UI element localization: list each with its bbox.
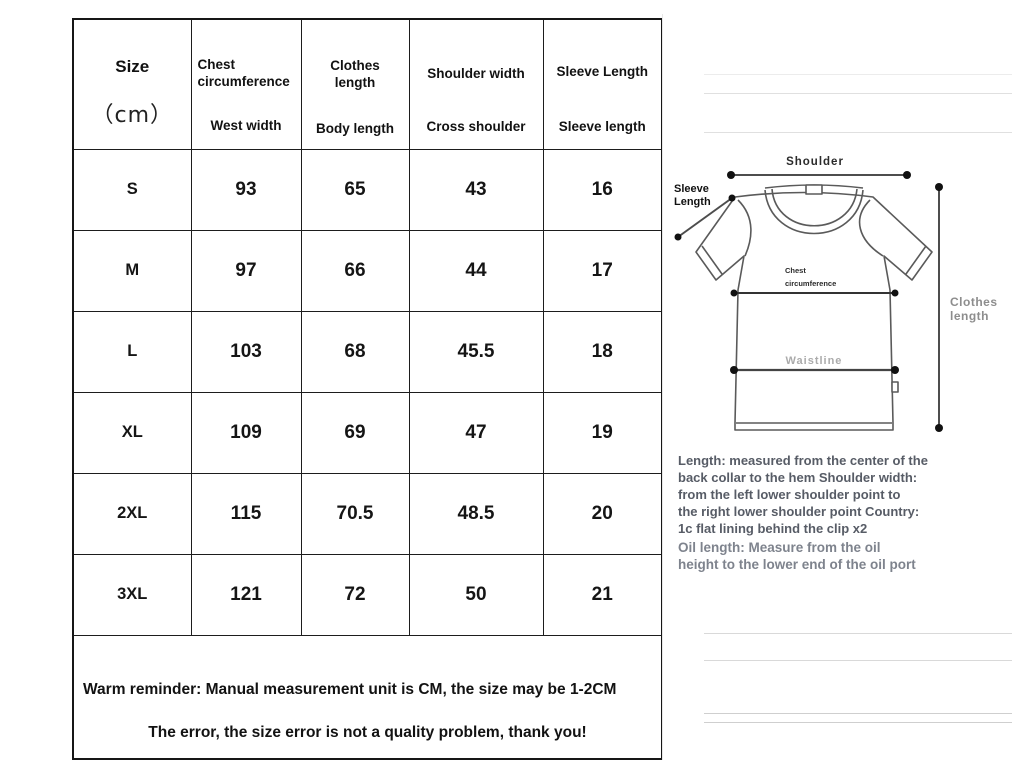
cell-sleeve: 18 — [542, 310, 663, 393]
cell-clothes: 66 — [300, 229, 410, 312]
header-cell-chest: Chest circumference West width — [190, 18, 302, 150]
cell-shoulder: 47 — [408, 391, 544, 474]
shoulder-header-line2: Cross shoulder — [426, 118, 526, 134]
cell-chest: 115 — [190, 472, 302, 555]
divider-line — [704, 633, 1012, 634]
size-unit-label: （cm） — [91, 103, 174, 129]
cell-clothes: 69 — [300, 391, 410, 474]
cell-clothes: 70.5 — [300, 472, 410, 555]
sleeve-header-line2: Sleeve length — [558, 118, 646, 134]
table-row: 3XL 121 72 50 21 — [72, 553, 663, 636]
divider-line — [704, 93, 1012, 94]
sleeve-header-line1: Sleeve Length — [556, 63, 649, 79]
chest-header-line1: Chest circumference — [197, 56, 290, 89]
clothes-length-label-line1: Clothes — [950, 295, 998, 309]
measurement-description: Length: measured from the center of the … — [678, 453, 928, 536]
cell-sleeve: 17 — [542, 229, 663, 312]
table-header-row: Size （cm） Chest circumference West width… — [72, 18, 663, 150]
cell-shoulder: 43 — [408, 148, 544, 231]
footer-cell: Warm reminder: Manual measurement unit i… — [72, 634, 663, 760]
cell-sleeve: 16 — [542, 148, 663, 231]
table-row: XL 109 69 47 19 — [72, 391, 663, 474]
cell-clothes: 65 — [300, 148, 410, 231]
clothes-header-line2: Body length — [316, 120, 394, 136]
size-chart-table: Size （cm） Chest circumference West width… — [72, 18, 663, 760]
header-cell-clothes: Clothes length Body length — [300, 18, 410, 150]
tshirt-outline — [695, 184, 933, 431]
divider-line — [704, 74, 1012, 75]
size-header-label: Size — [115, 57, 150, 77]
chest-header-line2: West width — [210, 117, 282, 133]
chest-label-line1: Chest — [785, 266, 806, 275]
cell-shoulder: 45.5 — [408, 310, 544, 393]
waistline-label: Waistline — [786, 355, 843, 367]
cell-chest: 103 — [190, 310, 302, 393]
table-row: M 97 66 44 17 — [72, 229, 663, 312]
cell-size: 2XL — [72, 472, 192, 555]
divider-line — [704, 713, 1012, 714]
tshirt-measurement-diagram: Shoulder Sleeve Length Chest circumferen… — [674, 156, 998, 432]
header-cell-shoulder: Shoulder width Cross shoulder — [408, 18, 544, 150]
clothes-header-line1: Clothes length — [330, 57, 380, 90]
cell-shoulder: 44 — [408, 229, 544, 312]
sleeve-length-label-line1: Sleeve — [674, 183, 709, 195]
cell-shoulder: 50 — [408, 553, 544, 636]
cell-sleeve: 21 — [542, 553, 663, 636]
cell-sleeve: 20 — [542, 472, 663, 555]
cell-clothes: 72 — [300, 553, 410, 636]
cell-chest: 121 — [190, 553, 302, 636]
cell-size: M — [72, 229, 192, 312]
header-cell-sleeve: Sleeve Length Sleeve length — [542, 18, 663, 150]
side-tag — [891, 381, 899, 393]
warm-reminder-line2: The error, the size error is not a quali… — [148, 724, 587, 742]
divider-line — [704, 132, 1012, 133]
clothes-length-label-line2: length — [950, 309, 989, 323]
shoulder-header-line1: Shoulder width — [427, 65, 525, 81]
cell-shoulder: 48.5 — [408, 472, 544, 555]
cell-chest: 109 — [190, 391, 302, 474]
cell-size: L — [72, 310, 192, 393]
warm-reminder-line1: Warm reminder: Manual measurement unit i… — [83, 681, 617, 699]
panel-divider-vertical — [662, 14, 663, 760]
sleeve-measure-line — [677, 197, 733, 238]
cell-sleeve: 19 — [542, 391, 663, 474]
table-row: 2XL 115 70.5 48.5 20 — [72, 472, 663, 555]
divider-line — [704, 722, 1012, 723]
cell-clothes: 68 — [300, 310, 410, 393]
cell-chest: 93 — [190, 148, 302, 231]
table-footer-row: Warm reminder: Manual measurement unit i… — [72, 634, 663, 760]
divider-line — [704, 660, 1012, 661]
sleeve-length-label-line2: Length — [674, 196, 711, 208]
cell-size: 3XL — [72, 553, 192, 636]
chest-label-line2: circumference — [785, 279, 836, 288]
shoulder-label: Shoulder — [786, 156, 844, 168]
table-row: S 93 65 43 16 — [72, 148, 663, 231]
oil-length-description: Oil length: Measure from the oil height … — [678, 540, 916, 572]
header-cell-size: Size （cm） — [72, 18, 192, 150]
cell-size: XL — [72, 391, 192, 474]
table-row: L 103 68 45.5 18 — [72, 310, 663, 393]
cell-chest: 97 — [190, 229, 302, 312]
cell-size: S — [72, 148, 192, 231]
